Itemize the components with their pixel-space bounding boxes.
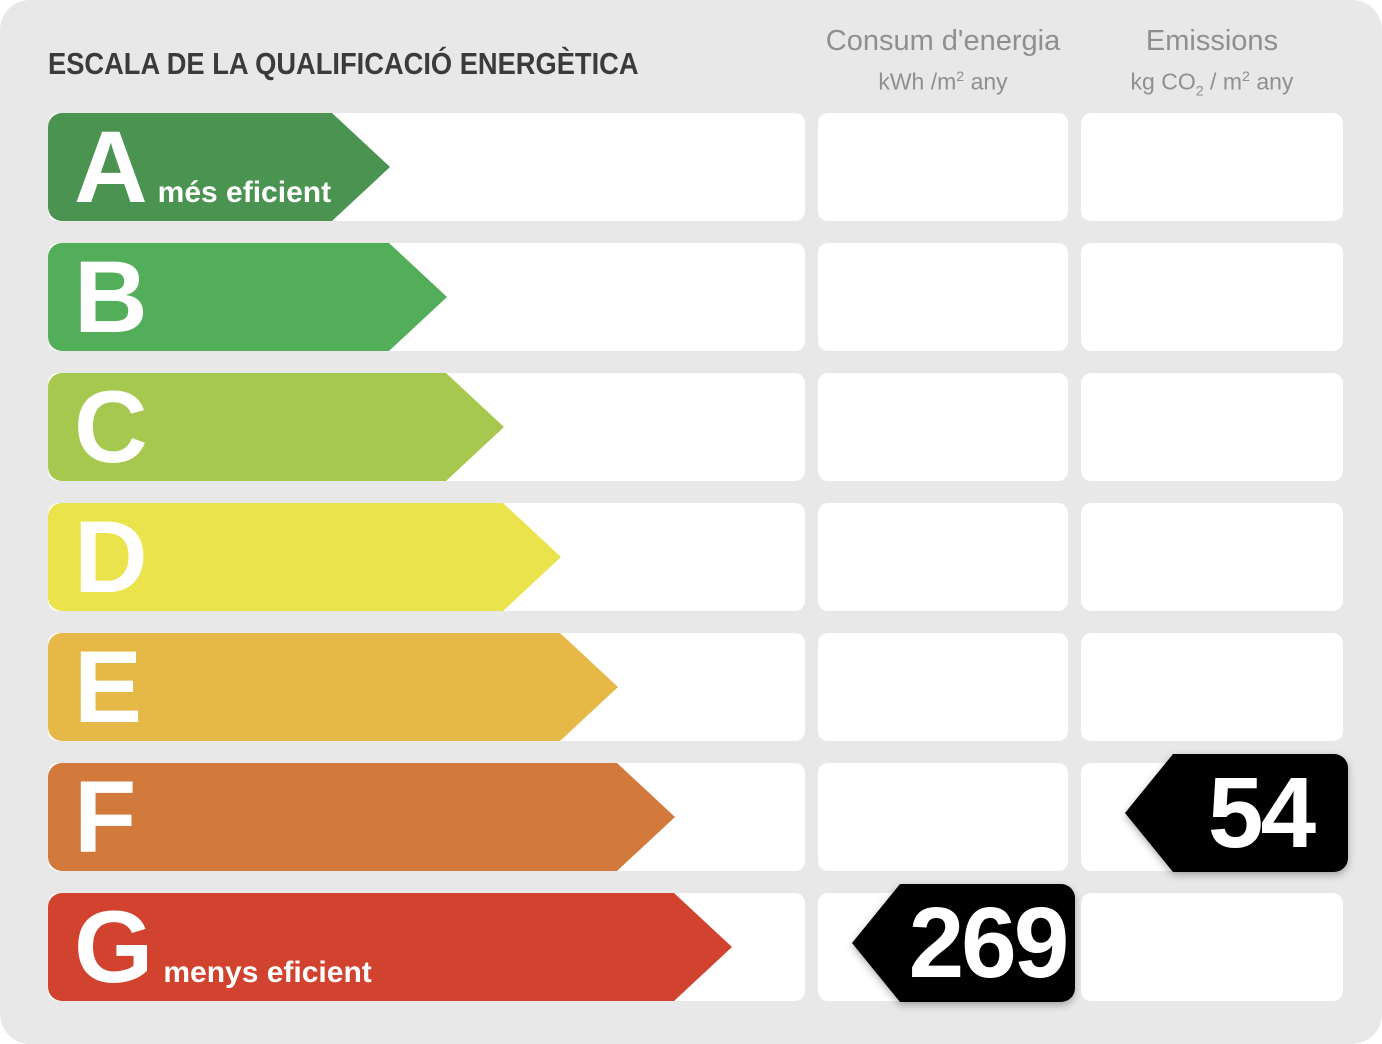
page-title: ESCALA DE LA QUALIFICACIÓ ENERGÈTICA: [48, 46, 639, 81]
rating-letter-g: G: [74, 890, 152, 1004]
unit-text: kg CO: [1130, 68, 1196, 95]
consum-cell-e: [818, 633, 1068, 741]
consum-column-title: Consum d'energia: [825, 25, 1061, 57]
unit-superscript: 2: [1242, 69, 1250, 85]
rating-letter-c: C: [74, 370, 146, 484]
unit-text: / m: [1203, 68, 1243, 95]
rating-arrow-e: E: [48, 633, 618, 741]
rating-arrow-f: F: [48, 763, 675, 871]
consum-value: 269: [908, 887, 1070, 999]
consum-cell-f: [818, 763, 1068, 871]
rating-note-g: menys eficient: [163, 956, 372, 989]
consum-cell-b: [818, 243, 1068, 351]
rating-arrow-b: B: [48, 243, 447, 351]
unit-text: kWh /m: [878, 68, 957, 95]
consum-value-flag: 269: [852, 884, 1075, 1002]
rating-letter-d: D: [74, 500, 146, 614]
consum-column-header: Consum d'energia kWh /m2 any: [818, 24, 1068, 97]
emissions-column-unit: kg CO2 / m2 any: [1081, 62, 1343, 106]
emissions-value-arrow: 54: [1125, 754, 1348, 872]
rating-arrow-d: D: [48, 503, 561, 611]
emissions-cell-b: [1081, 243, 1343, 351]
unit-text: any: [1249, 68, 1294, 95]
emissions-value-flag: 54: [1125, 754, 1348, 872]
emissions-cell-d: [1081, 503, 1343, 611]
consum-cell-a: [818, 113, 1068, 221]
consum-column-unit: kWh /m2 any: [818, 62, 1068, 97]
emissions-cell-a: [1081, 113, 1343, 221]
emissions-column-header: Emissions kg CO2 / m2 any: [1081, 24, 1343, 106]
emissions-column-title: Emissions: [1145, 25, 1279, 57]
unit-superscript: 2: [956, 69, 965, 85]
rating-arrow-c: C: [48, 373, 504, 481]
rating-letter-a: A: [74, 110, 146, 224]
consum-cell-c: [818, 373, 1068, 481]
emissions-cell-g: [1081, 893, 1343, 1001]
rating-letter-e: E: [74, 630, 141, 744]
consum-cell-d: [818, 503, 1068, 611]
unit-text: any: [964, 68, 1008, 95]
emissions-cell-e: [1081, 633, 1343, 741]
rating-letter-b: B: [74, 240, 146, 354]
emissions-cell-c: [1081, 373, 1343, 481]
emissions-value: 54: [1207, 757, 1316, 869]
unit-subscript: 2: [1195, 83, 1204, 100]
consum-value-arrow: 269: [852, 884, 1075, 1002]
rating-note-a: més eficient: [157, 176, 332, 209]
rating-letter-f: F: [74, 760, 135, 874]
